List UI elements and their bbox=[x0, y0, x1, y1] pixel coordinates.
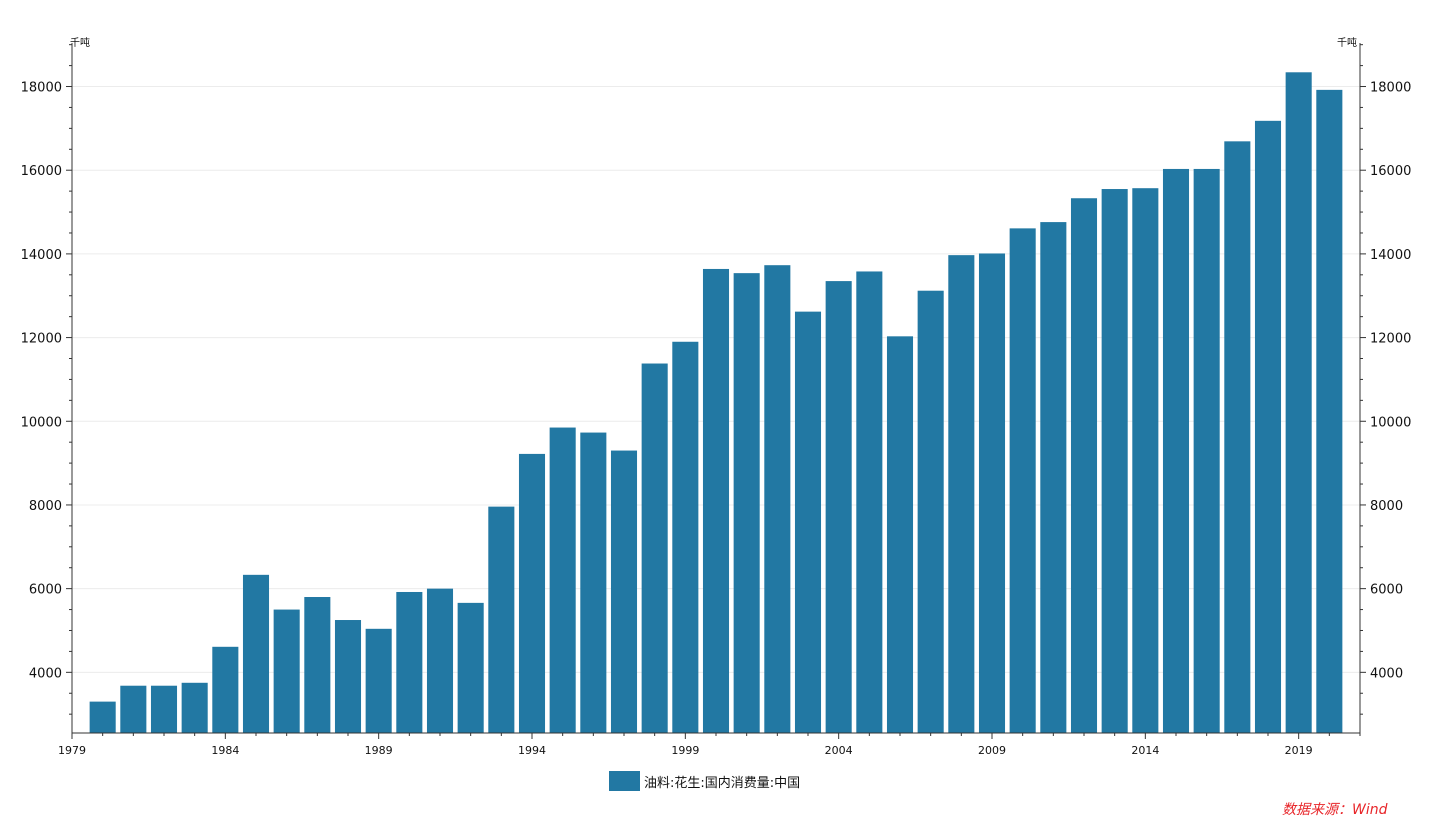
x-tick-label: 2004 bbox=[825, 744, 853, 757]
bar bbox=[733, 273, 760, 733]
bar bbox=[1162, 168, 1190, 733]
bar bbox=[764, 265, 791, 733]
bar bbox=[825, 281, 852, 733]
bar bbox=[1070, 198, 1098, 734]
y-tick-label-left: 12000 bbox=[21, 332, 62, 347]
y-tick-label-left: 14000 bbox=[21, 248, 62, 263]
y-tick-label-left: 8000 bbox=[29, 499, 62, 514]
bar bbox=[273, 609, 300, 733]
legend-label: 油料:花生:国内消费量:中国 bbox=[644, 775, 801, 791]
y-tick-label-right: 6000 bbox=[1370, 583, 1403, 598]
x-tick-label: 1989 bbox=[365, 744, 393, 757]
bar bbox=[150, 685, 178, 733]
source-note: 数据来源：Wind bbox=[1282, 802, 1388, 818]
bar bbox=[304, 597, 331, 733]
bar bbox=[1316, 89, 1343, 734]
bar bbox=[334, 620, 362, 733]
bar bbox=[396, 591, 423, 733]
y-tick-label-right: 14000 bbox=[1370, 248, 1411, 263]
x-tick-label: 1984 bbox=[211, 744, 239, 757]
bar bbox=[549, 427, 576, 733]
y-tick-label-right: 8000 bbox=[1370, 499, 1403, 514]
bar bbox=[242, 574, 270, 733]
y-tick-label-left: 10000 bbox=[21, 415, 62, 430]
bar bbox=[1132, 188, 1159, 733]
bar bbox=[610, 450, 638, 733]
y-tick-label-left: 16000 bbox=[21, 164, 62, 179]
bar bbox=[1254, 120, 1282, 734]
left-unit-label: 千吨 bbox=[70, 36, 90, 49]
bar bbox=[89, 701, 116, 733]
legend-swatch bbox=[609, 771, 640, 791]
y-tick-label-right: 18000 bbox=[1370, 81, 1411, 96]
axes-group: 4000 4000 6000 6000 8000 8000 10000 10000 12000 1… bbox=[21, 43, 1411, 757]
y-tick-label-left: 6000 bbox=[29, 583, 62, 598]
bar bbox=[1009, 228, 1036, 733]
bar bbox=[1224, 141, 1251, 733]
bar bbox=[702, 268, 730, 733]
x-tick-label: 2009 bbox=[978, 744, 1006, 757]
bar bbox=[886, 336, 914, 733]
bar bbox=[856, 271, 883, 733]
legend: 油料:花生:国内消费量:中国 bbox=[609, 771, 800, 791]
right-unit-label: 千吨 bbox=[1337, 36, 1357, 49]
y-tick-label-right: 4000 bbox=[1370, 666, 1403, 681]
y-tick-label-right: 16000 bbox=[1370, 164, 1411, 179]
bar bbox=[672, 341, 699, 733]
bar bbox=[978, 253, 1006, 733]
bar bbox=[1285, 72, 1312, 734]
bar bbox=[794, 311, 822, 733]
bar bbox=[1040, 222, 1067, 733]
bar bbox=[181, 682, 208, 733]
x-tick-label: 2014 bbox=[1131, 744, 1159, 757]
y-tick-label-right: 10000 bbox=[1370, 415, 1411, 430]
x-tick-label: 1994 bbox=[518, 744, 546, 757]
x-tick-label: 1979 bbox=[58, 744, 86, 757]
bar bbox=[426, 588, 454, 733]
bars-group bbox=[89, 72, 1343, 734]
bar bbox=[212, 646, 239, 733]
y-tick-label-right: 12000 bbox=[1370, 332, 1411, 347]
bar bbox=[457, 602, 484, 733]
x-tick-label: 2019 bbox=[1285, 744, 1313, 757]
bar bbox=[488, 506, 515, 733]
y-tick-label-left: 18000 bbox=[21, 81, 62, 96]
bar bbox=[641, 363, 668, 733]
bar bbox=[365, 628, 392, 733]
bar bbox=[917, 290, 944, 733]
bar bbox=[580, 432, 607, 733]
bar bbox=[518, 453, 546, 733]
y-tick-label-left: 4000 bbox=[29, 666, 62, 681]
bar bbox=[948, 255, 975, 733]
bar bbox=[120, 685, 147, 733]
bar bbox=[1193, 168, 1220, 733]
x-tick-label: 1999 bbox=[671, 744, 699, 757]
bar bbox=[1101, 189, 1128, 734]
